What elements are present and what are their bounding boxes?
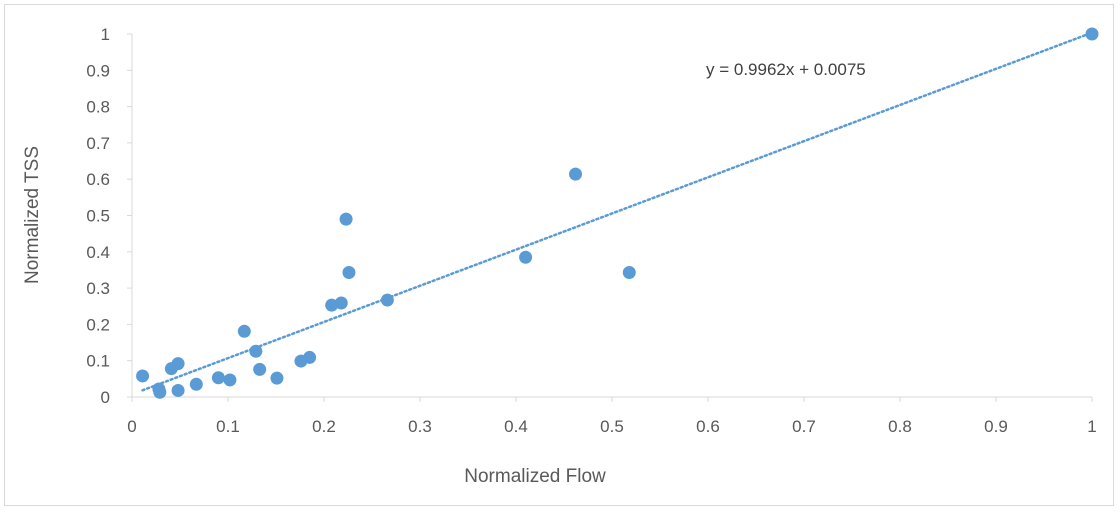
data-point-0 <box>136 369 150 383</box>
data-point-17 <box>339 212 353 226</box>
y-tick-label: 0.4 <box>86 243 110 262</box>
x-tick-label: 0.4 <box>504 417 528 436</box>
data-point-20 <box>519 250 533 264</box>
data-point-21 <box>569 167 583 181</box>
data-point-7 <box>211 371 225 385</box>
y-tick-label: 0 <box>101 388 110 407</box>
data-point-10 <box>249 344 263 358</box>
data-point-9 <box>237 324 251 338</box>
chart-frame <box>4 4 1114 506</box>
data-point-2 <box>153 385 167 399</box>
data-point-12 <box>270 371 284 385</box>
data-point-19 <box>380 293 394 307</box>
data-point-23 <box>1085 27 1099 41</box>
y-tick-label: 0.5 <box>86 207 110 226</box>
y-tick-label: 1 <box>101 25 110 44</box>
data-point-18 <box>342 265 356 279</box>
data-point-16 <box>334 296 348 310</box>
x-tick-label: 0.3 <box>408 417 432 436</box>
data-point-4 <box>171 357 185 371</box>
x-tick-label: 0 <box>127 417 136 436</box>
x-tick-label: 1 <box>1087 417 1096 436</box>
data-point-11 <box>253 362 267 376</box>
x-tick-label: 0.6 <box>696 417 720 436</box>
data-point-8 <box>223 373 237 387</box>
y-tick-label: 0.7 <box>86 134 110 153</box>
x-tick-label: 0.2 <box>312 417 336 436</box>
x-tick-label: 0.5 <box>600 417 624 436</box>
y-tick-label: 0.3 <box>86 279 110 298</box>
y-tick-label: 0.8 <box>86 98 110 117</box>
x-tick-label: 0.1 <box>216 417 240 436</box>
y-axis-title: Normalized TSS <box>22 146 43 284</box>
x-tick-label: 0.8 <box>888 417 912 436</box>
x-tick-label: 0.7 <box>792 417 816 436</box>
data-point-14 <box>303 350 317 364</box>
trendline-equation: y = 0.9962x + 0.0075 <box>706 60 866 79</box>
y-tick-label: 0.1 <box>86 352 110 371</box>
y-tick-label: 0.9 <box>86 61 110 80</box>
x-axis-title: Normalized Flow <box>464 466 606 487</box>
y-tick-label: 0.2 <box>86 315 110 334</box>
data-point-22 <box>622 265 636 279</box>
data-point-6 <box>189 377 203 391</box>
data-point-5 <box>171 383 185 397</box>
x-tick-label: 0.9 <box>984 417 1008 436</box>
trendline <box>141 31 1094 392</box>
y-tick-label: 0.6 <box>86 170 110 189</box>
